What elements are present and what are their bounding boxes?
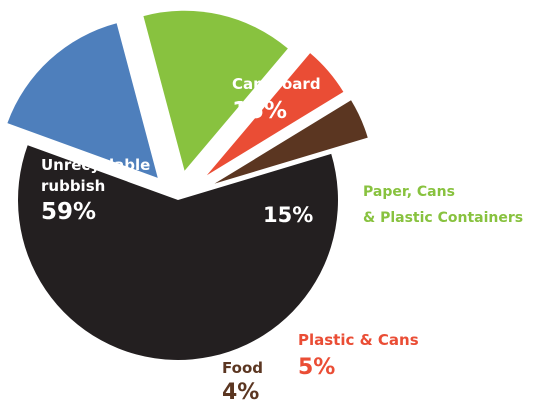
slice-label-food: Food: [222, 359, 263, 377]
pie-slices: [7, 10, 368, 360]
slice-label-unrecyclable-line2: rubbish: [41, 177, 105, 195]
slice-food: [214, 100, 368, 184]
slice-label-paper-cans-plastic-line1: Paper, Cans: [363, 184, 455, 200]
slice-paper-cans-plastic: [143, 10, 288, 171]
slice-value-paper-cans-plastic: 15%: [263, 203, 313, 227]
slice-label-plastic-cans: Plastic & Cans: [298, 331, 419, 349]
slice-value-cardboard: 15%: [232, 98, 287, 124]
slice-cardboard: [7, 23, 158, 178]
slice-plastic-cans: [206, 53, 344, 176]
slice-label-cardboard: Cardboard: [232, 75, 321, 93]
slice-value-food: 4%: [222, 380, 259, 401]
slice-value-unrecyclable: 59%: [41, 199, 96, 225]
slice-unrecyclable: [18, 145, 339, 360]
slice-label-paper-cans-plastic-line2: & Plastic Containers: [363, 210, 523, 226]
slice-value-plastic-cans: 5%: [298, 355, 335, 380]
slice-label-unrecyclable-line1: Unrecyclable: [41, 156, 150, 174]
